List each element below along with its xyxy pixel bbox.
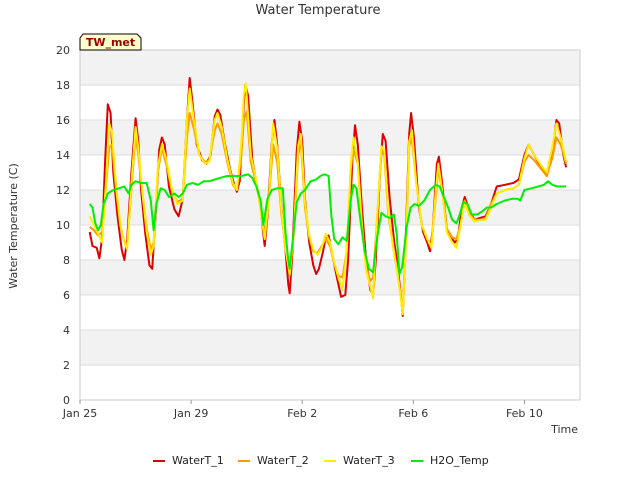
plot-band	[80, 295, 580, 330]
y-tick-label: 18	[56, 79, 70, 92]
y-tick-label: 12	[56, 184, 70, 197]
x-tick-label: Feb 6	[398, 407, 428, 420]
site-label-tab	[79, 33, 142, 51]
x-axis-title: Time	[550, 423, 578, 436]
series-line-watert-3	[88, 82, 568, 316]
legend-label: WaterT_3	[343, 454, 395, 467]
series-line-h2o-temp	[88, 173, 567, 275]
y-tick-label: 6	[63, 289, 70, 302]
x-tick-label: Feb 10	[506, 407, 543, 420]
series-lines	[88, 77, 568, 317]
legend-label: H2O_Temp	[430, 454, 489, 467]
legend-label: WaterT_1	[172, 454, 224, 467]
plot-band	[80, 85, 580, 120]
x-tick-labels: Jan 25 Jan 29 Feb 2 Feb 6 Feb 10	[62, 400, 543, 420]
x-tick-label: Jan 25	[62, 407, 97, 420]
y-tick-label: 10	[56, 219, 70, 232]
x-tick-label: Feb 2	[287, 407, 317, 420]
plot-band	[80, 260, 580, 295]
plot-band	[80, 120, 580, 155]
legend-label: WaterT_2	[257, 454, 309, 467]
y-tick-labels: 0 2 4 6 8 10 12 14 16 18 20	[56, 44, 70, 407]
y-tick-label: 4	[63, 324, 70, 337]
y-tick-label: 16	[56, 114, 70, 127]
plot-frame	[79, 49, 581, 401]
site-label-text: TW_met	[86, 36, 135, 49]
x-tick-label: Jan 29	[173, 407, 208, 420]
site-label-box: TW_met	[79, 33, 142, 51]
y-tick-label: 20	[56, 44, 70, 57]
chart-title: Water Temperature	[256, 3, 381, 18]
y-tick-label: 8	[63, 254, 70, 267]
y-tick-label: 2	[63, 359, 70, 372]
legend: WaterT_1 WaterT_2 WaterT_3 H2O_Temp	[153, 454, 489, 467]
plot-band	[80, 50, 580, 85]
plot-band	[80, 330, 580, 365]
plot-band	[80, 365, 580, 400]
y-tick-label: 0	[63, 394, 70, 407]
y-tick-label: 14	[56, 149, 70, 162]
y-axis-title: Water Temperature (C)	[7, 163, 20, 288]
